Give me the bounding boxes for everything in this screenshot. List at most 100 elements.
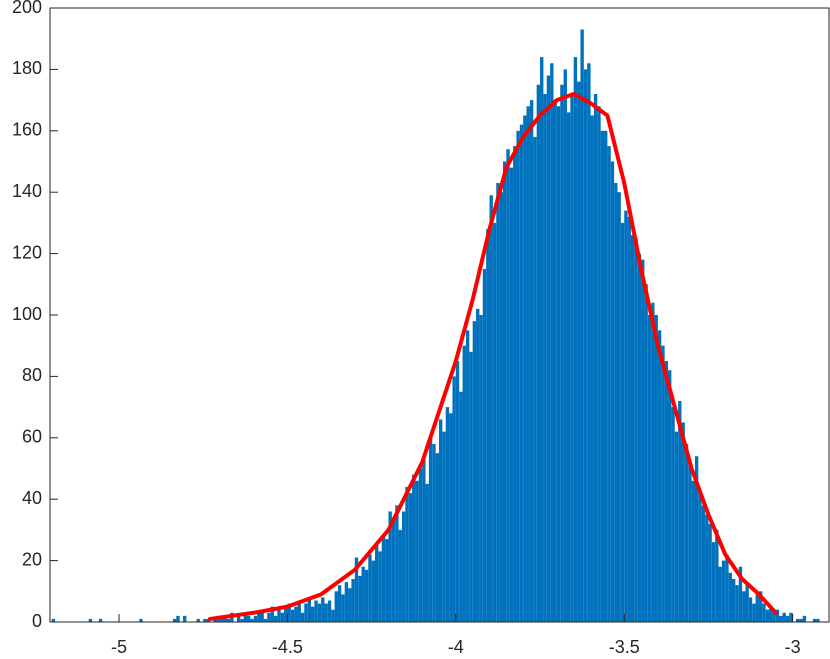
y-tick-label: 20: [22, 549, 42, 569]
bar: [758, 591, 763, 622]
bar: [529, 100, 534, 623]
bar: [435, 453, 439, 622]
bar: [344, 582, 349, 622]
bar: [486, 229, 490, 623]
bar: [348, 588, 352, 622]
bar: [243, 612, 248, 622]
bar: [664, 361, 669, 622]
bar: [779, 615, 783, 622]
bar: [321, 597, 325, 622]
bar: [395, 505, 399, 622]
bar: [587, 63, 591, 622]
bar: [294, 606, 298, 622]
bar: [263, 618, 268, 622]
bar: [543, 93, 547, 622]
bar: [203, 618, 207, 622]
x-tick-label: -5: [111, 637, 127, 657]
bar: [476, 308, 480, 622]
bar: [472, 321, 477, 622]
bar: [324, 603, 328, 622]
bar: [590, 115, 594, 622]
bar: [745, 585, 749, 622]
bar: [721, 560, 726, 622]
bar: [364, 569, 369, 622]
y-tick-label: 40: [22, 488, 42, 508]
bar: [428, 437, 433, 622]
x-tick-label: -4: [448, 637, 464, 657]
bar: [331, 609, 335, 622]
bar: [536, 84, 541, 622]
bar: [644, 284, 648, 622]
bar: [375, 545, 379, 622]
bar: [506, 149, 510, 622]
bar: [479, 315, 483, 622]
bar: [563, 69, 567, 622]
bar: [513, 146, 517, 622]
bar: [627, 216, 631, 622]
bar: [715, 529, 719, 622]
bar: [442, 431, 446, 622]
bar: [257, 612, 261, 622]
y-tick-label: 120: [12, 242, 42, 262]
bar: [523, 115, 527, 622]
bar: [762, 603, 766, 622]
bar: [533, 136, 537, 622]
bar: [226, 618, 231, 622]
bar: [388, 511, 392, 622]
bar: [691, 480, 695, 622]
bar: [738, 566, 743, 622]
x-tick-label: -4.5: [272, 637, 303, 657]
bar: [351, 579, 355, 622]
bar: [381, 536, 386, 622]
x-tick-label: -3: [785, 637, 801, 657]
bar: [769, 606, 773, 622]
bar: [550, 63, 554, 622]
bar: [418, 468, 423, 622]
bar: [354, 557, 359, 622]
bar: [270, 606, 274, 622]
bar: [546, 75, 551, 623]
bar: [701, 505, 706, 622]
bar: [250, 618, 254, 622]
bar: [432, 443, 436, 622]
bar: [519, 124, 524, 622]
bar: [651, 302, 655, 622]
bar: [688, 462, 692, 622]
bar: [284, 606, 288, 622]
bar: [206, 618, 210, 622]
bar: [802, 615, 807, 622]
bar: [732, 579, 736, 622]
bar: [765, 609, 770, 622]
y-tick-label: 200: [12, 0, 42, 17]
bar: [654, 315, 658, 622]
bar: [698, 493, 702, 622]
bar: [300, 612, 305, 622]
bar: [358, 575, 362, 622]
fit-curve: [207, 91, 778, 621]
y-tick-label: 60: [22, 427, 42, 447]
bar: [465, 330, 470, 622]
bar: [785, 615, 790, 622]
bar: [408, 493, 413, 622]
bar: [617, 192, 621, 622]
bar: [314, 600, 318, 622]
bar: [593, 93, 598, 622]
bar: [452, 376, 456, 622]
bar: [718, 566, 722, 622]
bar: [398, 529, 402, 622]
bar: [630, 235, 635, 622]
bar: [183, 615, 187, 622]
bar: [799, 618, 803, 622]
bar: [378, 551, 382, 622]
bar: [577, 81, 581, 623]
bar: [684, 443, 689, 622]
bar: [401, 511, 406, 622]
bar: [304, 603, 308, 622]
bar: [614, 182, 618, 623]
bar: [795, 618, 800, 622]
bar: [469, 351, 473, 622]
bar: [657, 330, 662, 622]
bar: [641, 259, 645, 622]
bar: [412, 474, 416, 622]
